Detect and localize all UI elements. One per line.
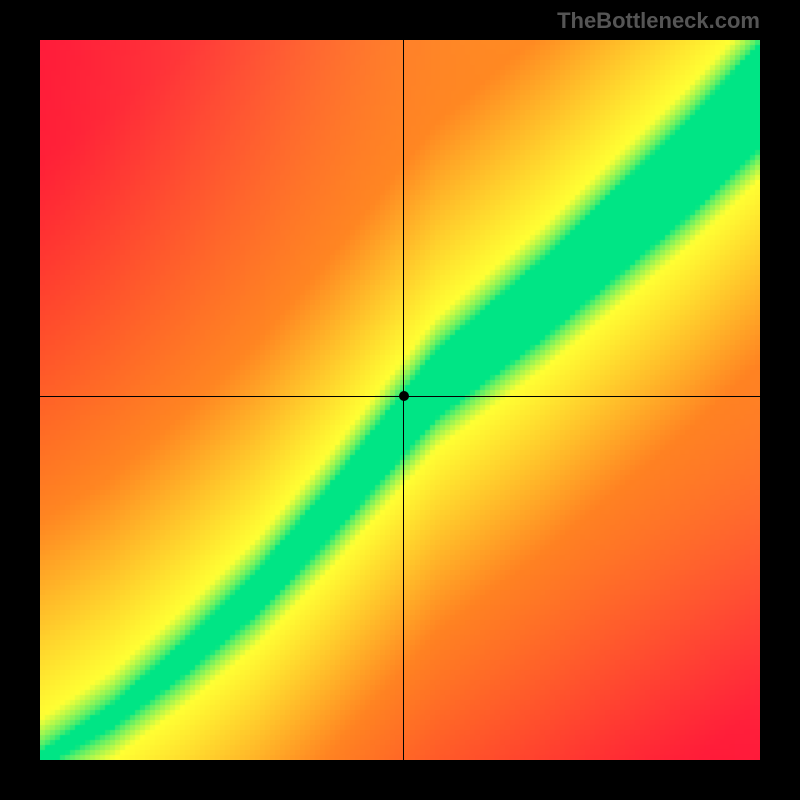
crosshair-marker [399,391,409,401]
watermark-text: TheBottleneck.com [557,8,760,34]
